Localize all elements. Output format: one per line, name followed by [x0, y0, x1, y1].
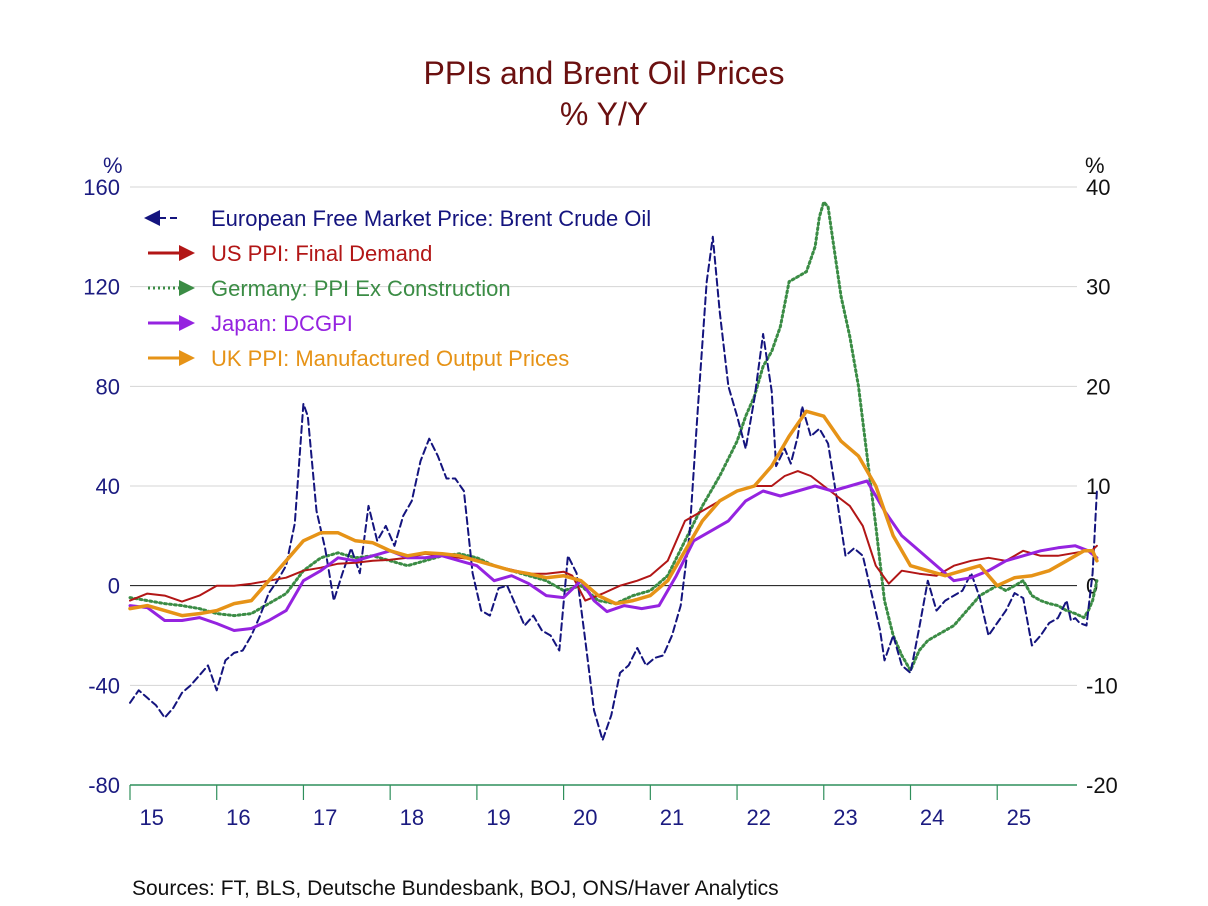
x-tick-label: 21 — [660, 805, 684, 830]
left-tick-label: 0 — [108, 574, 120, 599]
right-tick-label: 40 — [1086, 175, 1110, 200]
gridlines — [130, 186, 1077, 686]
legend-arrow-icon — [144, 210, 160, 226]
series-lines — [128, 200, 1099, 742]
left-tick-label: -40 — [88, 673, 120, 698]
x-tick-label: 25 — [1007, 805, 1031, 830]
x-tick-label: 16 — [226, 805, 250, 830]
legend-arrow-icon — [179, 280, 195, 296]
x-tick-label: 23 — [833, 805, 857, 830]
x-tick-label: 20 — [573, 805, 597, 830]
x-axis: 15 16 17 18 19 20 21 22 23 24 25 — [129, 784, 1077, 830]
left-tick-label: 160 — [83, 175, 120, 200]
legend-item: US PPI: Final Demand — [148, 241, 432, 266]
legend-label: UK PPI: Manufactured Output Prices — [211, 346, 569, 371]
series-line-2 — [128, 200, 1099, 672]
right-tick-label: -20 — [1086, 773, 1118, 798]
x-tick-label: 19 — [486, 805, 510, 830]
right-tick-label: -10 — [1086, 673, 1118, 698]
chart-subtitle: % Y/Y — [560, 96, 648, 132]
legend-label: Japan: DCGPI — [211, 311, 353, 336]
left-tick-label: 40 — [96, 474, 120, 499]
left-tick-label: 120 — [83, 275, 120, 300]
series-line-0 — [129, 235, 1098, 742]
x-tick-label: 24 — [920, 805, 944, 830]
legend-label: Germany: PPI Ex Construction — [211, 276, 511, 301]
series-line-1 — [129, 470, 1098, 603]
legend: European Free Market Price: Brent Crude … — [144, 206, 651, 371]
legend-item: UK PPI: Manufactured Output Prices — [148, 346, 569, 371]
left-axis-unit: % — [103, 153, 123, 178]
x-tick-label: 18 — [400, 805, 424, 830]
x-tick-label: 17 — [313, 805, 337, 830]
legend-item: Japan: DCGPI — [148, 311, 353, 336]
chart-title: PPIs and Brent Oil Prices — [423, 55, 784, 91]
legend-label: European Free Market Price: Brent Crude … — [211, 206, 651, 231]
x-tick-label: 22 — [746, 805, 770, 830]
series-line-3 — [128, 479, 1099, 632]
right-tick-label: 20 — [1086, 374, 1110, 399]
right-axis-unit: % — [1085, 153, 1105, 178]
legend-item: Germany: PPI Ex Construction — [148, 276, 511, 301]
right-tick-label: 30 — [1086, 275, 1110, 300]
source-note: Sources: FT, BLS, Deutsche Bundesbank, B… — [132, 877, 779, 900]
series-line-4 — [128, 409, 1099, 618]
right-tick-label: 10 — [1086, 474, 1110, 499]
legend-arrow-icon — [179, 350, 195, 366]
legend-arrow-icon — [179, 315, 195, 331]
legend-label: US PPI: Final Demand — [211, 241, 432, 266]
x-tick-label: 15 — [139, 805, 163, 830]
legend-arrow-icon — [179, 245, 195, 261]
legend-item: European Free Market Price: Brent Crude … — [144, 206, 651, 231]
left-tick-label: -80 — [88, 773, 120, 798]
left-axis: 160 120 80 40 0 -40 -80 — [83, 175, 120, 798]
left-tick-label: 80 — [96, 374, 120, 399]
